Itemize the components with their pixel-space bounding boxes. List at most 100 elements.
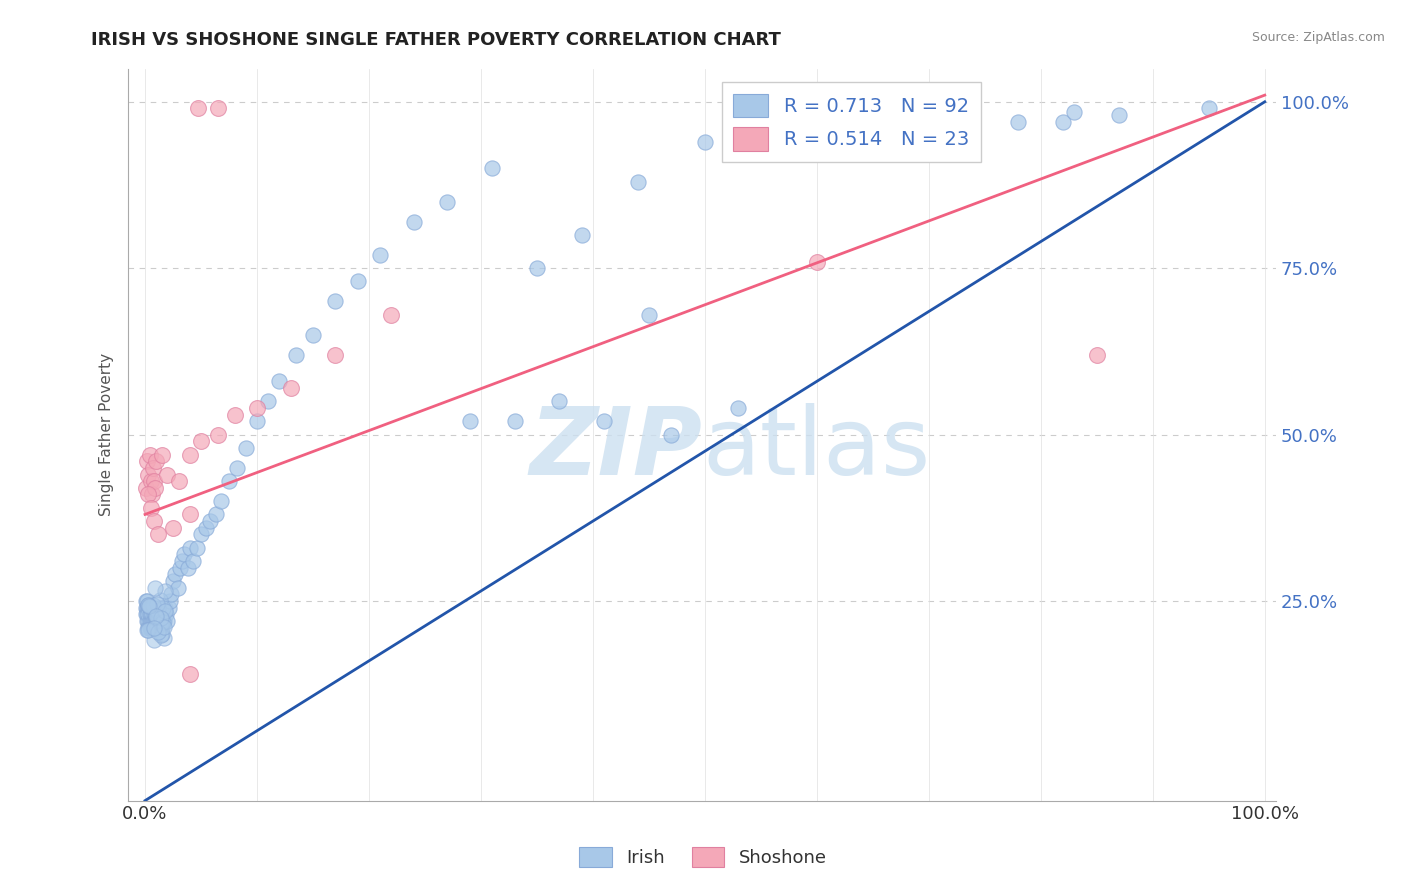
Point bbox=[153, 600, 176, 615]
Point bbox=[145, 610, 167, 624]
Point bbox=[436, 194, 458, 209]
Point bbox=[571, 227, 593, 242]
Point bbox=[1198, 102, 1220, 116]
Point bbox=[727, 401, 749, 415]
Point bbox=[143, 601, 166, 615]
Point bbox=[187, 102, 209, 116]
Point bbox=[325, 294, 347, 309]
Point bbox=[141, 621, 163, 635]
Point bbox=[142, 614, 165, 628]
Point bbox=[145, 620, 167, 634]
Point bbox=[142, 460, 165, 475]
Point bbox=[1007, 115, 1029, 129]
Point bbox=[593, 414, 616, 428]
Point bbox=[225, 460, 247, 475]
Point bbox=[325, 348, 347, 362]
Point bbox=[269, 374, 291, 388]
Point bbox=[138, 600, 160, 615]
Point bbox=[145, 454, 167, 468]
Point bbox=[198, 514, 221, 528]
Point bbox=[627, 175, 650, 189]
Point bbox=[138, 607, 160, 622]
Point bbox=[1063, 104, 1085, 119]
Point bbox=[207, 102, 229, 116]
Point bbox=[190, 527, 212, 541]
Point bbox=[143, 481, 166, 495]
Point bbox=[194, 521, 217, 535]
Point bbox=[145, 607, 167, 622]
Legend: Irish, Shoshone: Irish, Shoshone bbox=[572, 839, 834, 874]
Point bbox=[179, 508, 201, 522]
Point bbox=[162, 521, 184, 535]
Point bbox=[302, 327, 325, 342]
Point bbox=[139, 621, 162, 635]
Point bbox=[918, 121, 941, 136]
Legend: R = 0.713   N = 92, R = 0.514   N = 23: R = 0.713 N = 92, R = 0.514 N = 23 bbox=[721, 82, 981, 162]
Point bbox=[481, 161, 503, 176]
Point bbox=[503, 414, 526, 428]
Point bbox=[139, 614, 162, 628]
Point bbox=[136, 614, 159, 628]
Point bbox=[1085, 348, 1108, 362]
Point bbox=[138, 621, 160, 635]
Point bbox=[179, 448, 201, 462]
Point bbox=[148, 607, 170, 622]
Point bbox=[142, 600, 165, 615]
Point bbox=[135, 594, 157, 608]
Point bbox=[150, 610, 173, 624]
Point bbox=[153, 603, 176, 617]
Point bbox=[458, 414, 481, 428]
Point bbox=[152, 607, 174, 622]
Point bbox=[806, 254, 828, 268]
Point bbox=[659, 427, 682, 442]
Point bbox=[135, 607, 157, 622]
Point bbox=[150, 621, 173, 635]
Point bbox=[402, 214, 425, 228]
Point bbox=[170, 554, 193, 568]
Point bbox=[142, 621, 165, 635]
Point bbox=[149, 600, 172, 615]
Point bbox=[148, 625, 170, 640]
Point bbox=[142, 598, 165, 612]
Point bbox=[136, 598, 159, 612]
Point bbox=[235, 441, 257, 455]
Point bbox=[285, 348, 308, 362]
Point bbox=[150, 615, 173, 629]
Point bbox=[145, 621, 167, 635]
Y-axis label: Single Father Poverty: Single Father Poverty bbox=[100, 353, 114, 516]
Point bbox=[155, 607, 177, 622]
Point bbox=[159, 594, 181, 608]
Point bbox=[141, 614, 163, 628]
Point bbox=[135, 600, 157, 615]
Point bbox=[143, 621, 166, 635]
Point bbox=[190, 434, 212, 449]
Point bbox=[548, 394, 571, 409]
Point bbox=[149, 621, 172, 635]
Point bbox=[167, 474, 190, 488]
Point bbox=[257, 394, 280, 409]
Point bbox=[176, 560, 198, 574]
Point bbox=[136, 454, 159, 468]
Point bbox=[150, 614, 173, 628]
Point bbox=[146, 621, 169, 635]
Point bbox=[179, 667, 201, 681]
Point bbox=[138, 448, 160, 462]
Point bbox=[143, 607, 166, 622]
Point bbox=[146, 609, 169, 624]
Text: IRISH VS SHOSHONE SINGLE FATHER POVERTY CORRELATION CHART: IRISH VS SHOSHONE SINGLE FATHER POVERTY … bbox=[91, 31, 782, 49]
Point bbox=[165, 567, 187, 582]
Point bbox=[138, 599, 160, 614]
Point bbox=[148, 527, 170, 541]
Point bbox=[839, 102, 862, 116]
Point bbox=[761, 108, 783, 122]
Point bbox=[153, 614, 176, 628]
Point bbox=[209, 494, 232, 508]
Point bbox=[138, 614, 160, 628]
Point bbox=[166, 581, 188, 595]
Text: atlas: atlas bbox=[702, 403, 931, 495]
Point bbox=[148, 601, 170, 615]
Point bbox=[693, 135, 716, 149]
Point bbox=[138, 467, 160, 482]
Point bbox=[368, 248, 391, 262]
Point bbox=[139, 607, 162, 622]
